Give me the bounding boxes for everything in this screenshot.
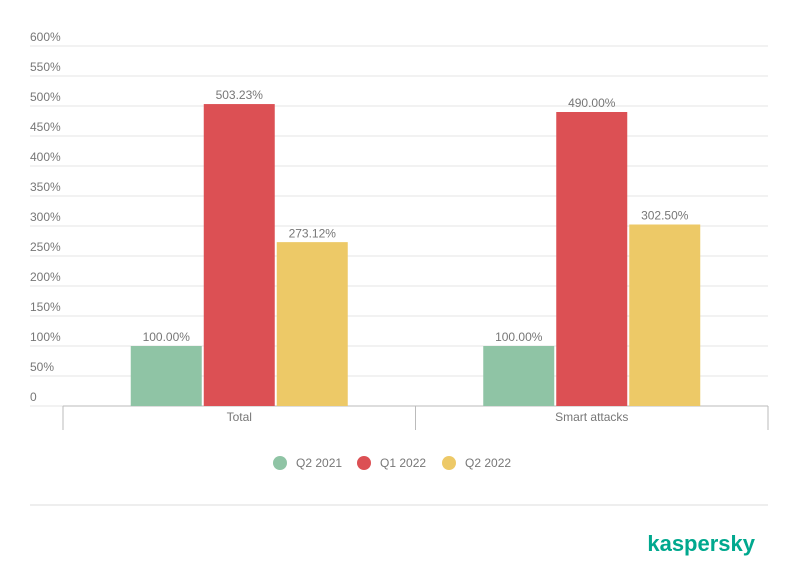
data-label: 100.00% bbox=[143, 330, 191, 344]
y-tick-label: 50% bbox=[30, 360, 54, 374]
y-tick-label: 250% bbox=[30, 240, 61, 254]
y-tick-label: 500% bbox=[30, 90, 61, 104]
y-tick-label: 350% bbox=[30, 180, 61, 194]
logo: kaspersky bbox=[647, 531, 755, 556]
y-tick-label: 150% bbox=[30, 300, 61, 314]
data-label: 503.23% bbox=[216, 88, 264, 102]
x-tick-label: Smart attacks bbox=[555, 410, 628, 424]
legend-marker bbox=[273, 456, 287, 470]
legend-marker bbox=[442, 456, 456, 470]
y-tick-label: 200% bbox=[30, 270, 61, 284]
y-tick-label: 300% bbox=[30, 210, 61, 224]
bar bbox=[556, 112, 628, 406]
legend-label: Q2 2022 bbox=[465, 456, 511, 470]
bar bbox=[276, 242, 348, 406]
bar bbox=[629, 224, 701, 406]
x-tick-label: Total bbox=[227, 410, 252, 424]
y-tick-label: 450% bbox=[30, 120, 61, 134]
bar bbox=[203, 104, 275, 406]
y-tick-label: 550% bbox=[30, 60, 61, 74]
y-tick-label: 100% bbox=[30, 330, 61, 344]
y-tick-label: 0 bbox=[30, 390, 37, 404]
bar bbox=[130, 346, 202, 406]
data-label: 273.12% bbox=[289, 226, 337, 240]
legend-label: Q2 2021 bbox=[296, 456, 342, 470]
legend-label: Q1 2022 bbox=[380, 456, 426, 470]
data-label: 100.00% bbox=[495, 330, 543, 344]
legend-marker bbox=[357, 456, 371, 470]
data-label: 490.00% bbox=[568, 96, 616, 110]
y-tick-label: 400% bbox=[30, 150, 61, 164]
data-label: 302.50% bbox=[641, 209, 689, 223]
y-tick-label: 600% bbox=[30, 30, 61, 44]
bar bbox=[483, 346, 555, 406]
